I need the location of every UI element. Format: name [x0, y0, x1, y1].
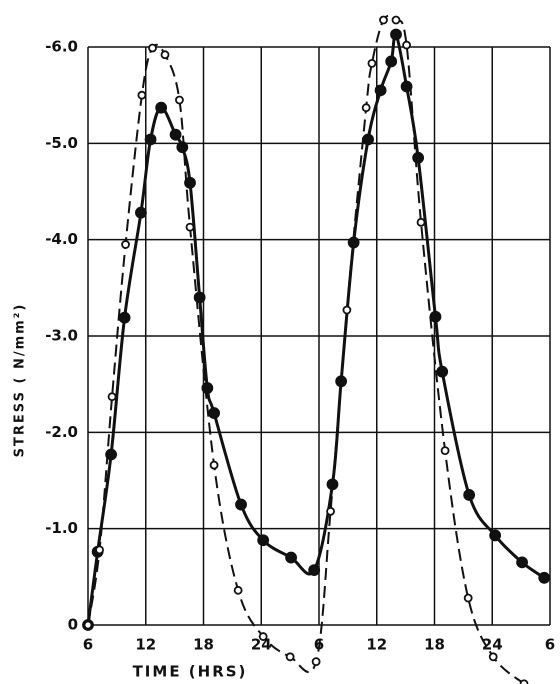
- x-tick-label: 12: [135, 636, 156, 654]
- data-point: [176, 141, 189, 154]
- data-point: [361, 103, 371, 113]
- data-point: [390, 28, 402, 41]
- y-tick-label: -2.0: [45, 423, 78, 441]
- data-point: [208, 407, 220, 419]
- y-tick-label: -4.0: [45, 230, 78, 248]
- data-point: [374, 84, 387, 97]
- data-point: [519, 679, 529, 684]
- data-point: [463, 593, 473, 603]
- data-point: [233, 585, 243, 595]
- data-point: [285, 551, 297, 564]
- data-point: [118, 311, 131, 324]
- data-point: [137, 90, 147, 100]
- data-point: [311, 657, 321, 667]
- data-point: [379, 15, 388, 25]
- data-point: [402, 40, 411, 50]
- data-point: [429, 310, 442, 323]
- x-axis-label: TIME (HRS): [133, 663, 248, 681]
- y-axis-label: STRESS ( N/mm²): [13, 303, 28, 458]
- data-point: [121, 240, 130, 249]
- data-point: [144, 133, 157, 146]
- y-tick-label: -6.0: [45, 38, 78, 56]
- data-point: [391, 15, 401, 25]
- data-point: [416, 217, 426, 227]
- data-point: [257, 534, 270, 547]
- data-point: [516, 556, 528, 569]
- y-tick-label: -3.0: [45, 327, 78, 345]
- data-point: [400, 80, 413, 93]
- data-point: [412, 151, 425, 164]
- data-point: [308, 564, 321, 576]
- x-tick-label: 24: [482, 636, 503, 654]
- data-point: [83, 620, 93, 630]
- y-tick-label: -5.0: [45, 134, 78, 152]
- x-tick-label: 24: [251, 636, 272, 654]
- data-point: [209, 460, 219, 470]
- data-point: [367, 58, 377, 68]
- data-point: [160, 50, 170, 60]
- x-tick-label: 6: [545, 636, 555, 654]
- data-point: [488, 652, 498, 662]
- data-point: [326, 506, 335, 516]
- data-point: [538, 571, 551, 584]
- data-point: [184, 176, 196, 189]
- data-point: [258, 632, 268, 641]
- series-line: [87, 14, 525, 684]
- data-point: [285, 652, 295, 662]
- data-point: [175, 95, 184, 105]
- x-tick-label: 6: [83, 636, 93, 654]
- data-point: [235, 498, 247, 511]
- x-tick-label: 18: [193, 636, 214, 654]
- data-point: [385, 55, 398, 68]
- data-point: [489, 529, 502, 542]
- data-point: [105, 448, 117, 461]
- data-point: [155, 101, 168, 114]
- data-point: [107, 392, 117, 402]
- data-point: [185, 222, 195, 232]
- data-point: [440, 446, 450, 456]
- y-tick-label: 0: [68, 616, 78, 634]
- y-tick-label: -1.0: [45, 519, 78, 537]
- data-point: [436, 365, 449, 378]
- data-point: [148, 43, 157, 53]
- data-point: [362, 133, 374, 146]
- data-point: [342, 305, 352, 315]
- data-point: [201, 382, 214, 394]
- data-point: [95, 545, 104, 555]
- data-point: [135, 206, 147, 219]
- x-tick-label: 18: [424, 636, 445, 654]
- data-point: [169, 128, 182, 141]
- x-tick-label: 12: [366, 636, 387, 654]
- data-point: [463, 489, 476, 501]
- series-line: [86, 32, 546, 626]
